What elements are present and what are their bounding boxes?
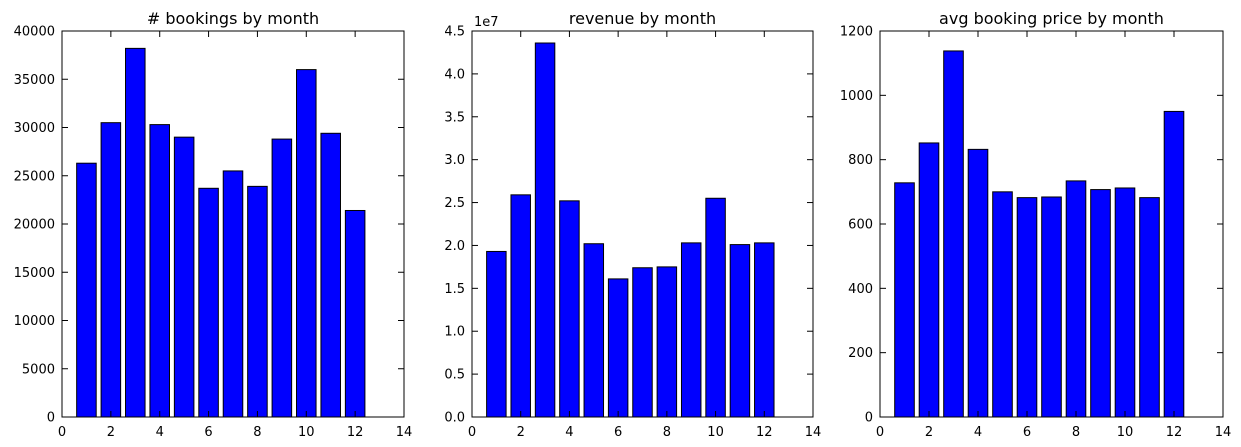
y-tick-label: 4.0 (444, 67, 465, 82)
x-tick-label: 12 (1166, 425, 1183, 440)
x-tick-label: 0 (468, 425, 476, 440)
y-tick-label: 0 (47, 411, 55, 426)
bar (320, 132, 341, 418)
y-tick-label: 30000 (14, 121, 55, 136)
bar (992, 191, 1013, 418)
y-tick-label: 800 (848, 153, 873, 168)
chart-title: avg booking price by month (939, 9, 1164, 28)
x-tick-label: 6 (1023, 425, 1031, 440)
y-tick-label: 25000 (14, 169, 55, 184)
x-tick-label: 12 (756, 425, 773, 440)
x-tick-label: 10 (298, 425, 315, 440)
x-tick-label: 14 (805, 425, 822, 440)
x-tick-label: 0 (58, 425, 66, 440)
subplot-revenue: revenue by month 1e7 0 2 4 6 8 10 12 14 0.0 0.5 1.… (444, 9, 821, 440)
bar (943, 50, 964, 418)
y-tick-label: 35000 (14, 73, 55, 88)
y-tick-label: 0.0 (444, 411, 465, 426)
y-tick-label: 2.5 (444, 196, 465, 211)
bar (296, 69, 317, 418)
bar (1065, 180, 1087, 418)
bar (754, 242, 775, 418)
x-tick-label: 2 (107, 425, 115, 440)
x-tick-label: 2 (517, 425, 525, 440)
subplot-bookings: # bookings by month 0 2 4 6 8 10 12 14 0 5000 1000… (14, 9, 413, 440)
chart-title: revenue by month (569, 9, 716, 28)
x-tick-label: 4 (565, 425, 573, 440)
y-tick-label: 40000 (14, 25, 55, 40)
x-tick-label: 10 (1117, 425, 1134, 440)
y-tick-label: 3.0 (444, 153, 465, 168)
bar (894, 182, 915, 418)
x-tick-label: 8 (663, 425, 671, 440)
bar (1016, 197, 1038, 418)
y-tick-label: 2.0 (444, 239, 465, 254)
x-tick-label: 4 (974, 425, 982, 440)
bar (1041, 196, 1062, 418)
chart-title: # bookings by month (147, 9, 319, 28)
y-tick-label: 5000 (22, 362, 55, 377)
bar (149, 124, 170, 418)
y-tick-label: 4.5 (444, 25, 465, 40)
bar (1090, 189, 1111, 418)
bar (967, 148, 989, 418)
bar (173, 136, 195, 418)
bar (1163, 110, 1185, 418)
y-tick-label: 200 (848, 346, 873, 361)
bar (344, 209, 366, 418)
x-tick-label: 12 (347, 425, 364, 440)
y-tick-label: 1200 (840, 25, 873, 40)
bar (656, 266, 678, 418)
subplot-avg-price: avg booking price by month 0 2 4 6 8 10 12 14 0 2… (840, 9, 1231, 440)
x-tick-label: 8 (1072, 425, 1080, 440)
bar (632, 267, 653, 418)
y-tick-label: 15000 (14, 266, 55, 281)
x-tick-label: 14 (1215, 425, 1232, 440)
bar (534, 42, 556, 418)
y-tick-label: 400 (848, 282, 873, 297)
y-tick-label: 20000 (14, 218, 55, 233)
bar (510, 194, 531, 418)
bar (76, 162, 97, 418)
y-tick-label: 1.0 (444, 325, 465, 340)
bar (486, 250, 507, 418)
bar (271, 138, 293, 418)
bar (680, 242, 702, 418)
x-tick-label: 6 (204, 425, 212, 440)
bar (1139, 197, 1160, 418)
x-tick-label: 10 (707, 425, 724, 440)
bar (918, 142, 940, 418)
bar (705, 197, 726, 418)
y-tick-label: 1.5 (444, 282, 465, 297)
bar (559, 200, 580, 418)
y-tick-label: 0.5 (444, 368, 465, 383)
bar (125, 47, 146, 418)
bar (100, 122, 122, 418)
y-tick-label: 10000 (14, 314, 55, 329)
y-tick-label: 600 (848, 218, 873, 233)
y-offset-label: 1e7 (474, 15, 499, 30)
x-tick-label: 4 (156, 425, 164, 440)
bar (198, 187, 219, 418)
bar (729, 244, 751, 418)
y-tick-label: 1000 (840, 89, 873, 104)
x-tick-label: 8 (253, 425, 261, 440)
bar (607, 278, 629, 418)
axes-frame (471, 30, 814, 418)
bar (222, 170, 244, 418)
bar (247, 185, 268, 418)
x-tick-label: 14 (396, 425, 413, 440)
x-tick-label: 0 (876, 425, 884, 440)
y-tick-label: 0 (865, 411, 873, 426)
x-tick-label: 6 (614, 425, 622, 440)
bar (1114, 187, 1136, 418)
bar (583, 243, 605, 418)
y-tick-label: 3.5 (444, 110, 465, 125)
x-tick-label: 2 (925, 425, 933, 440)
